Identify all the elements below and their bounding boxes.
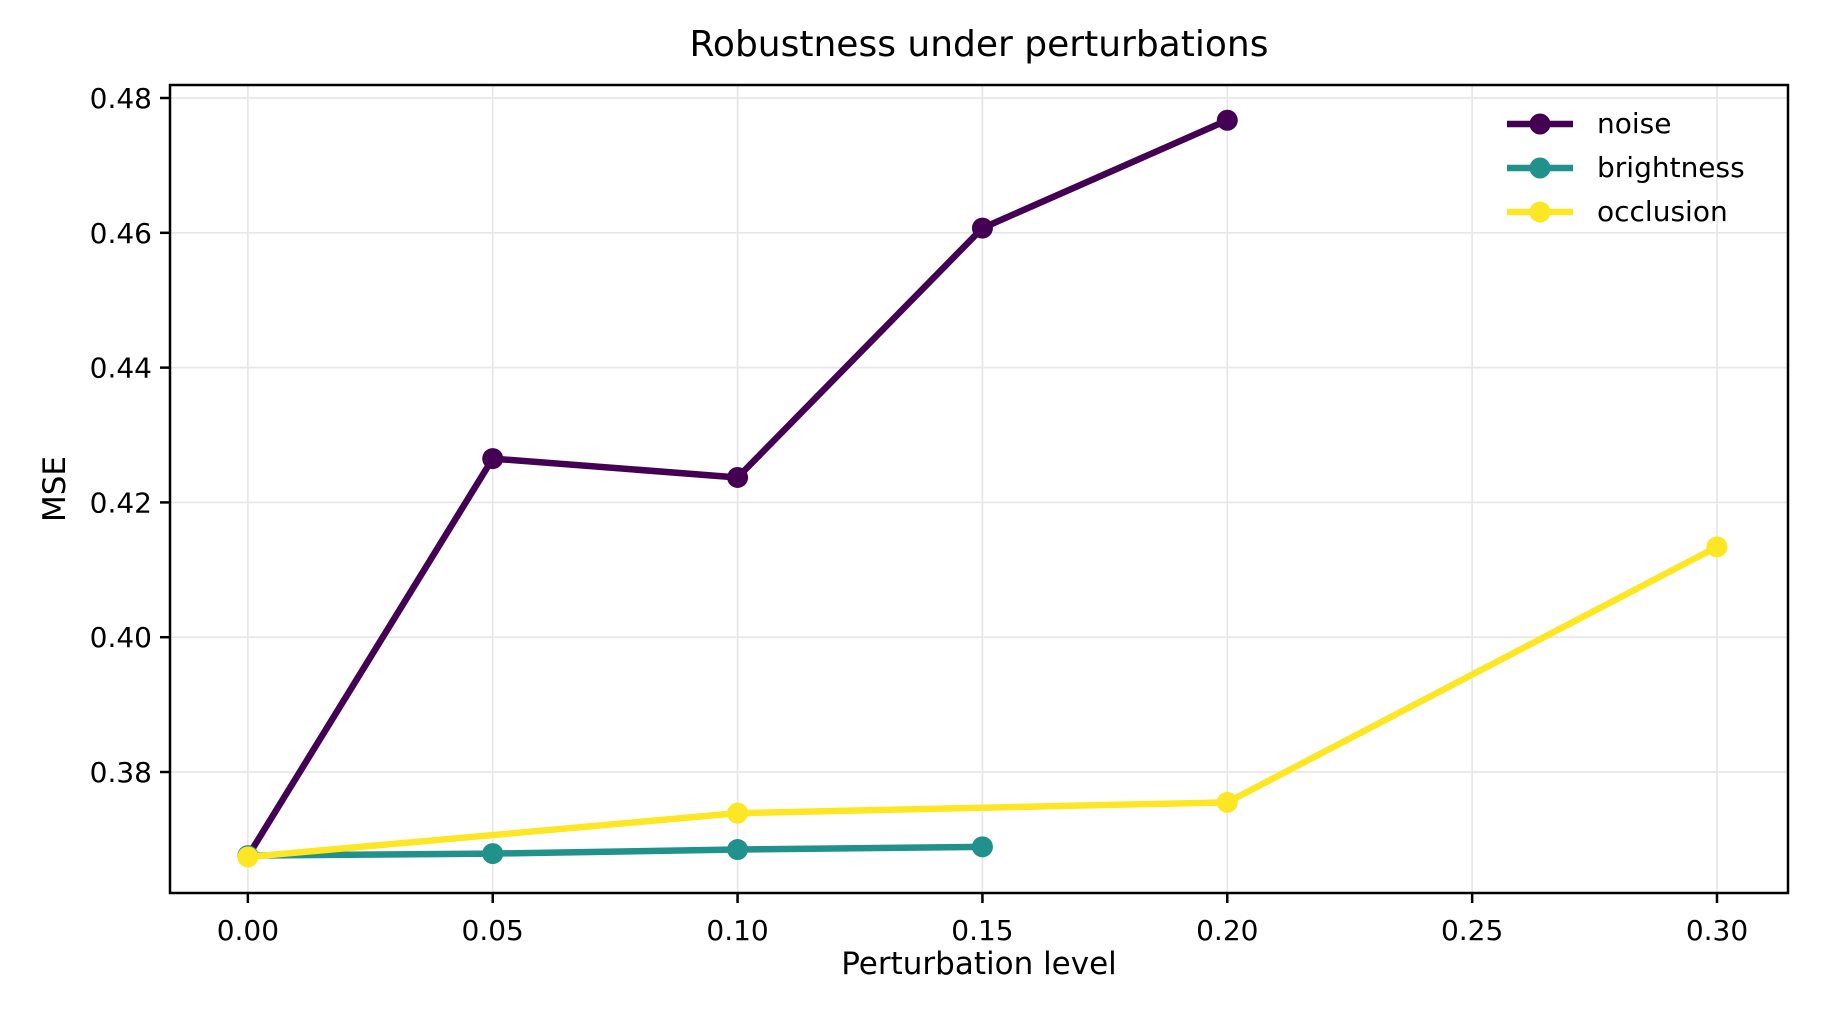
series-line-occlusion	[244, 543, 1721, 861]
x-tick-label: 0.20	[1196, 914, 1258, 947]
x-axis-label: Perturbation level	[841, 946, 1117, 982]
y-tick-label: 0.48	[90, 82, 152, 115]
series-line-brightness	[244, 843, 986, 859]
series-marker-occlusion	[1216, 791, 1238, 813]
legend-label: brightness	[1597, 151, 1745, 184]
x-tick-label: 0.00	[217, 914, 279, 947]
y-tick-label: 0.38	[90, 756, 152, 789]
x-tick-label: 0.10	[706, 914, 768, 947]
legend: noise brightness occlusion	[1505, 102, 1745, 234]
x-tick-label: 0.25	[1441, 914, 1503, 947]
chart-title: Robustness under perturbations	[689, 24, 1269, 65]
legend-item: noise	[1505, 102, 1745, 146]
series-marker-noise	[727, 466, 749, 488]
series-marker-brightness	[482, 843, 504, 865]
legend-line-marker-icon	[1507, 113, 1573, 135]
x-tick-label: 0.30	[1686, 914, 1748, 947]
legend-line-marker-icon	[1507, 157, 1573, 179]
y-tick-label: 0.42	[90, 486, 152, 519]
legend-item: occlusion	[1505, 190, 1745, 234]
legend-label: occlusion	[1597, 195, 1728, 228]
series-marker-noise	[1216, 109, 1238, 131]
series-marker-occlusion	[1706, 536, 1728, 558]
legend-item: brightness	[1505, 146, 1745, 190]
series-marker-brightness	[971, 836, 993, 858]
x-tick-label: 0.05	[462, 914, 524, 947]
y-tick-label: 0.44	[90, 352, 152, 385]
axes-spines	[168, 83, 1790, 895]
series-marker-noise	[482, 448, 504, 470]
x-tick-label: 0.15	[951, 914, 1013, 947]
y-tick-label: 0.40	[90, 621, 152, 654]
series-marker-occlusion	[237, 846, 259, 868]
series-marker-brightness	[727, 839, 749, 861]
y-tick-label: 0.46	[90, 217, 152, 250]
legend-line-marker-icon	[1507, 201, 1573, 223]
series-marker-noise	[971, 217, 993, 239]
series-marker-occlusion	[727, 802, 749, 824]
legend-label: noise	[1597, 107, 1672, 140]
